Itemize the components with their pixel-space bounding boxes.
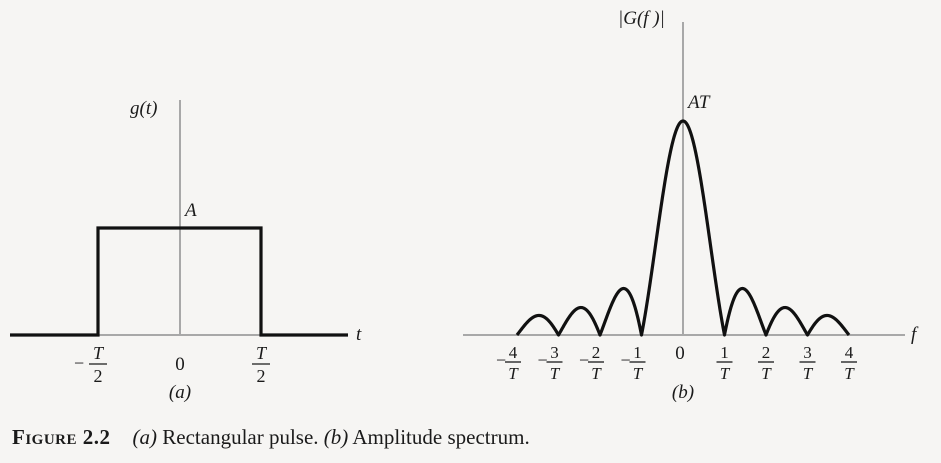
figure-number: Figure 2.2	[12, 425, 111, 449]
panel-b-label: (b)	[672, 382, 694, 403]
spectrum-tick-label: −1 T	[621, 343, 646, 383]
panel-a-t-axis-label: t	[356, 324, 362, 345]
tick-sign: −	[579, 350, 589, 370]
tick-denominator: 2	[94, 366, 103, 386]
tick-pos-half-T: T 2	[252, 343, 270, 386]
tick-denominator: T	[591, 364, 602, 383]
panel-a-label: (a)	[169, 382, 191, 403]
caption-part-a-tag: (a)	[132, 425, 158, 449]
tick-zero: 0	[175, 354, 185, 375]
tick-numerator: 3	[803, 343, 812, 362]
tick-denominator: T	[803, 364, 814, 383]
caption-part-a-text: Rectangular pulse.	[157, 425, 324, 449]
panel-a: g(t) A t − T 2 0 T 2 (a)	[10, 98, 362, 403]
tick-zero: 0	[675, 343, 685, 364]
tick-neg-half-T: − T 2	[74, 343, 107, 386]
tick-denominator: 2	[257, 366, 266, 386]
spectrum-tick-label: −4 T	[496, 343, 521, 383]
rectangular-pulse-curve	[10, 226, 348, 337]
tick-sign: −	[74, 353, 84, 373]
tick-denominator: T	[844, 364, 855, 383]
figure-caption: Figure 2.2 (a) Rectangular pulse. (b) Amp…	[12, 425, 530, 450]
tick-denominator: T	[720, 364, 731, 383]
spectrum-tick-label: 1T	[716, 343, 733, 383]
spectrum-tick-label: 3T	[799, 343, 816, 383]
tick-numerator: 4	[509, 343, 518, 362]
tick-numerator: 2	[592, 343, 601, 362]
spectrum-tick-label: −2 T	[579, 343, 604, 383]
tick-numerator: T	[256, 343, 268, 363]
spectrum-tick-label: 2T	[758, 343, 774, 383]
panel-a-y-axis-label: g(t)	[130, 98, 157, 119]
tick-denominator: T	[761, 364, 772, 383]
tick-numerator: 1	[633, 343, 642, 362]
caption-part-b-tag: (b)	[323, 425, 349, 449]
panel-b-y-axis-label: |G(f )|	[618, 8, 665, 29]
tick-numerator: 4	[845, 343, 854, 362]
spectrum-tick-label: −3 T	[538, 343, 563, 383]
tick-denominator: T	[633, 364, 644, 383]
tick-numerator: 2	[762, 343, 771, 362]
caption-part-b-text: Amplitude spectrum.	[348, 425, 530, 449]
tick-sign: −	[538, 350, 548, 370]
tick-numerator: 1	[720, 343, 729, 362]
tick-numerator: 3	[550, 343, 559, 362]
tick-numerator: T	[93, 343, 105, 363]
tick-denominator: T	[550, 364, 561, 383]
spectrum-tick-label: 4T	[841, 343, 857, 383]
tick-sign: −	[496, 350, 506, 370]
tick-denominator: T	[508, 364, 519, 383]
panel-b-f-axis-label: f	[911, 324, 919, 345]
tick-sign: −	[621, 350, 631, 370]
amplitude-spectrum-curve	[515, 119, 851, 337]
panel-b-peak-label: AT	[686, 92, 711, 113]
panel-a-amplitude-label: A	[183, 200, 197, 221]
